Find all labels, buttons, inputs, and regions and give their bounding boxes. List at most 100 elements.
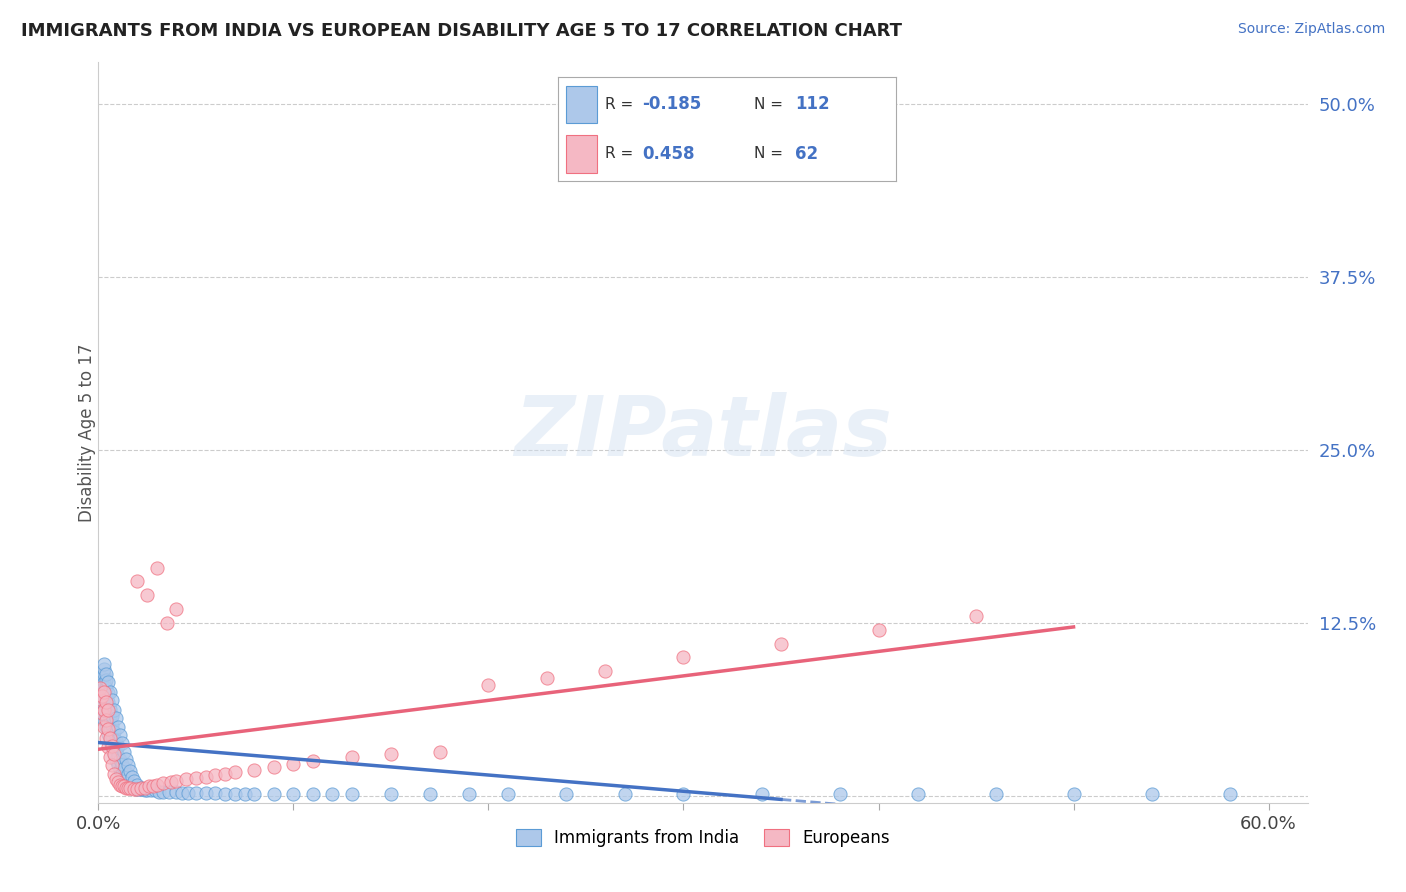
- Point: [496, 788, 519, 802]
- Point: [117, 766, 139, 780]
- Point: [165, 773, 187, 788]
- Point: [128, 781, 150, 796]
- Point: [536, 671, 558, 685]
- Point: [121, 779, 143, 793]
- Text: ZIPatlas: ZIPatlas: [515, 392, 891, 473]
- Point: [98, 723, 121, 737]
- Point: [93, 662, 115, 676]
- Point: [122, 781, 145, 796]
- Point: [93, 720, 115, 734]
- Point: [93, 692, 115, 706]
- Point: [107, 720, 129, 734]
- Point: [96, 681, 118, 695]
- Point: [214, 788, 236, 802]
- Point: [93, 657, 115, 672]
- Point: [91, 678, 114, 692]
- Point: [112, 771, 135, 785]
- Point: [98, 733, 121, 747]
- Point: [152, 776, 174, 790]
- Point: [380, 747, 402, 762]
- Point: [134, 783, 156, 797]
- Point: [263, 788, 285, 802]
- Point: [107, 775, 129, 789]
- Point: [174, 772, 197, 787]
- Point: [96, 720, 118, 734]
- Point: [93, 713, 115, 727]
- Point: [97, 686, 120, 700]
- Point: [907, 788, 929, 802]
- Point: [91, 671, 114, 685]
- Point: [91, 686, 114, 700]
- Point: [142, 779, 165, 793]
- Point: [984, 788, 1007, 802]
- Point: [204, 768, 226, 782]
- Point: [302, 788, 325, 802]
- Point: [118, 764, 141, 778]
- Point: [148, 785, 170, 799]
- Point: [302, 754, 325, 768]
- Point: [172, 786, 194, 800]
- Text: Source: ZipAtlas.com: Source: ZipAtlas.com: [1237, 22, 1385, 37]
- Point: [321, 788, 343, 802]
- Point: [96, 698, 118, 713]
- Point: [143, 783, 166, 797]
- Point: [104, 772, 127, 787]
- Point: [101, 718, 124, 732]
- Point: [104, 711, 127, 725]
- Point: [97, 706, 120, 720]
- Point: [97, 715, 120, 730]
- Point: [555, 788, 578, 802]
- Point: [93, 703, 115, 717]
- Point: [93, 683, 115, 698]
- Point: [101, 730, 124, 744]
- Point: [107, 748, 129, 763]
- Point: [184, 771, 207, 785]
- Point: [127, 574, 149, 589]
- Point: [104, 733, 127, 747]
- Point: [283, 788, 305, 802]
- Text: IMMIGRANTS FROM INDIA VS EUROPEAN DISABILITY AGE 5 TO 17 CORRELATION CHART: IMMIGRANTS FROM INDIA VS EUROPEAN DISABI…: [21, 22, 903, 40]
- Point: [139, 783, 162, 797]
- Point: [214, 766, 236, 780]
- Point: [121, 770, 143, 784]
- Point: [107, 739, 129, 753]
- Point: [672, 788, 695, 802]
- Point: [96, 713, 118, 727]
- Point: [89, 698, 111, 713]
- Point: [614, 788, 637, 802]
- Point: [98, 702, 121, 716]
- Point: [134, 780, 156, 795]
- Point: [117, 776, 139, 790]
- Point: [224, 788, 246, 802]
- Point: [89, 690, 111, 704]
- Point: [96, 667, 118, 681]
- Point: [204, 786, 226, 800]
- Point: [103, 766, 125, 780]
- Point: [91, 706, 114, 720]
- Point: [97, 740, 120, 755]
- Point: [769, 637, 792, 651]
- Point: [458, 788, 481, 802]
- Point: [122, 780, 145, 795]
- Point: [127, 781, 149, 796]
- Point: [111, 766, 134, 780]
- Point: [108, 763, 131, 777]
- Point: [114, 773, 136, 788]
- Point: [595, 665, 617, 679]
- Point: [194, 770, 217, 784]
- Point: [127, 778, 149, 792]
- Point: [146, 560, 169, 574]
- Point: [380, 788, 402, 802]
- Point: [111, 757, 134, 772]
- Point: [93, 685, 115, 699]
- Point: [243, 763, 266, 777]
- Point: [156, 615, 179, 630]
- Point: [103, 725, 125, 739]
- Point: [89, 681, 111, 695]
- Point: [177, 786, 200, 800]
- Point: [263, 760, 285, 774]
- Point: [868, 623, 890, 637]
- Point: [96, 690, 118, 704]
- Point: [138, 779, 160, 793]
- Point: [118, 780, 141, 795]
